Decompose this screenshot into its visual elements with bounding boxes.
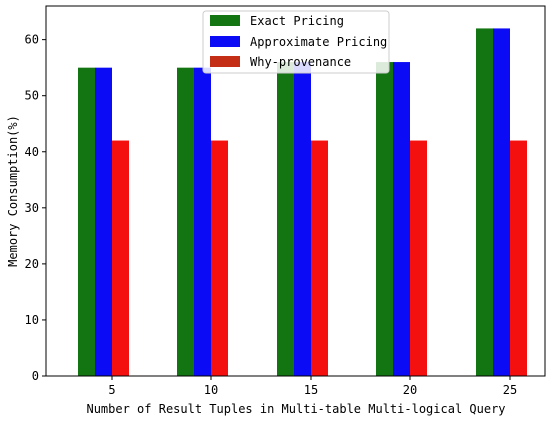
x-tick-label: 25 bbox=[503, 383, 517, 397]
y-tick-label: 10 bbox=[25, 313, 39, 327]
x-tick-label: 15 bbox=[304, 383, 318, 397]
legend-label-exact: Exact Pricing bbox=[250, 14, 344, 28]
bar-why-provenance-15 bbox=[311, 140, 328, 376]
y-tick-label: 40 bbox=[25, 145, 39, 159]
bar-why-provenance-5 bbox=[112, 140, 129, 376]
bar-why-provenance-10 bbox=[211, 140, 228, 376]
bars-layer bbox=[78, 28, 527, 377]
x-axis-label: Number of Result Tuples in Multi-table M… bbox=[86, 402, 505, 416]
bar-why-provenance-25 bbox=[510, 140, 527, 376]
legend-swatch-exact bbox=[210, 15, 240, 26]
bar-approximate-pricing-5 bbox=[95, 67, 112, 377]
bar-approximate-pricing-15 bbox=[294, 62, 311, 376]
legend-swatch-why bbox=[210, 56, 240, 67]
bar-exact-pricing-10 bbox=[177, 67, 194, 377]
legend-label-approximate: Approximate Pricing bbox=[250, 35, 387, 49]
x-axis: 5 10 15 20 25 bbox=[108, 376, 517, 397]
bar-exact-pricing-25 bbox=[476, 28, 493, 376]
y-axis-label: Memory Consumption(%) bbox=[6, 115, 20, 267]
bar-why-provenance-20 bbox=[410, 140, 427, 376]
y-tick-label: 30 bbox=[25, 201, 39, 215]
x-tick-label: 10 bbox=[204, 383, 218, 397]
legend-box bbox=[202, 10, 390, 74]
legend-label-why: Why-provenance bbox=[250, 55, 351, 69]
x-tick-label: 20 bbox=[403, 383, 417, 397]
legend: Exact Pricing Approximate Pricing Why-pr… bbox=[202, 10, 390, 74]
y-tick-label: 20 bbox=[25, 257, 39, 271]
bar-exact-pricing-15 bbox=[277, 62, 294, 376]
bar-approximate-pricing-20 bbox=[393, 62, 410, 376]
y-axis: 0 10 20 30 40 50 60 bbox=[25, 33, 46, 383]
bar-exact-pricing-5 bbox=[78, 67, 95, 377]
bar-approximate-pricing-25 bbox=[493, 28, 510, 376]
plot-frame bbox=[45, 5, 546, 377]
y-tick-label: 50 bbox=[25, 89, 39, 103]
legend-swatch-approximate bbox=[210, 36, 240, 47]
y-tick-label: 0 bbox=[32, 369, 39, 383]
x-tick-label: 5 bbox=[108, 383, 115, 397]
bar-exact-pricing-20 bbox=[376, 62, 393, 376]
y-tick-label: 60 bbox=[25, 33, 39, 47]
bar-approximate-pricing-10 bbox=[194, 67, 211, 377]
